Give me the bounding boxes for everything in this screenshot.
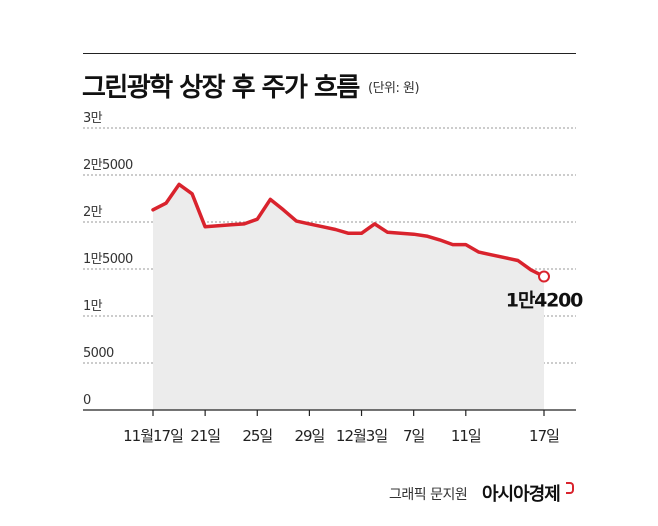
- brand-mark-icon: [566, 482, 574, 494]
- y-tick-label: 5000: [83, 346, 114, 361]
- area-fill: [153, 184, 544, 410]
- brand-logo: 아시아경제: [482, 484, 561, 505]
- y-tick-label: 0: [83, 393, 91, 408]
- last-point-marker: [538, 270, 550, 283]
- unit-note: (단위: 원): [368, 81, 420, 96]
- x-tick-label: 7일: [403, 427, 425, 445]
- x-tick-label: 21일: [190, 427, 220, 445]
- y-tick-label: 2만5000: [83, 158, 133, 173]
- axis-layer: [83, 409, 576, 416]
- graphic-credit: 그래픽 문지원: [389, 487, 468, 503]
- area-layer: [153, 184, 544, 410]
- x-tick-label: 29일: [294, 427, 324, 445]
- x-tick-label: 17일: [529, 427, 559, 445]
- price-line: [151, 182, 546, 279]
- y-tick-label: 1만5000: [83, 252, 133, 267]
- y-tick-label: 2만: [83, 205, 103, 220]
- y-tick-label: 3만: [83, 111, 103, 126]
- x-tick-label: 12월3일: [336, 427, 387, 445]
- x-tick-label: 11일: [451, 427, 481, 445]
- x-tick-label: 25일: [242, 427, 272, 445]
- x-tick-label: 11월17일: [123, 427, 183, 445]
- y-tick-label: 1만: [83, 299, 103, 314]
- line-layer: [151, 182, 550, 283]
- chart-title: 그린광학 상장 후 주가 흐름: [82, 73, 360, 103]
- title-rule: [83, 53, 576, 54]
- last-value-label: 1만4200: [506, 290, 583, 312]
